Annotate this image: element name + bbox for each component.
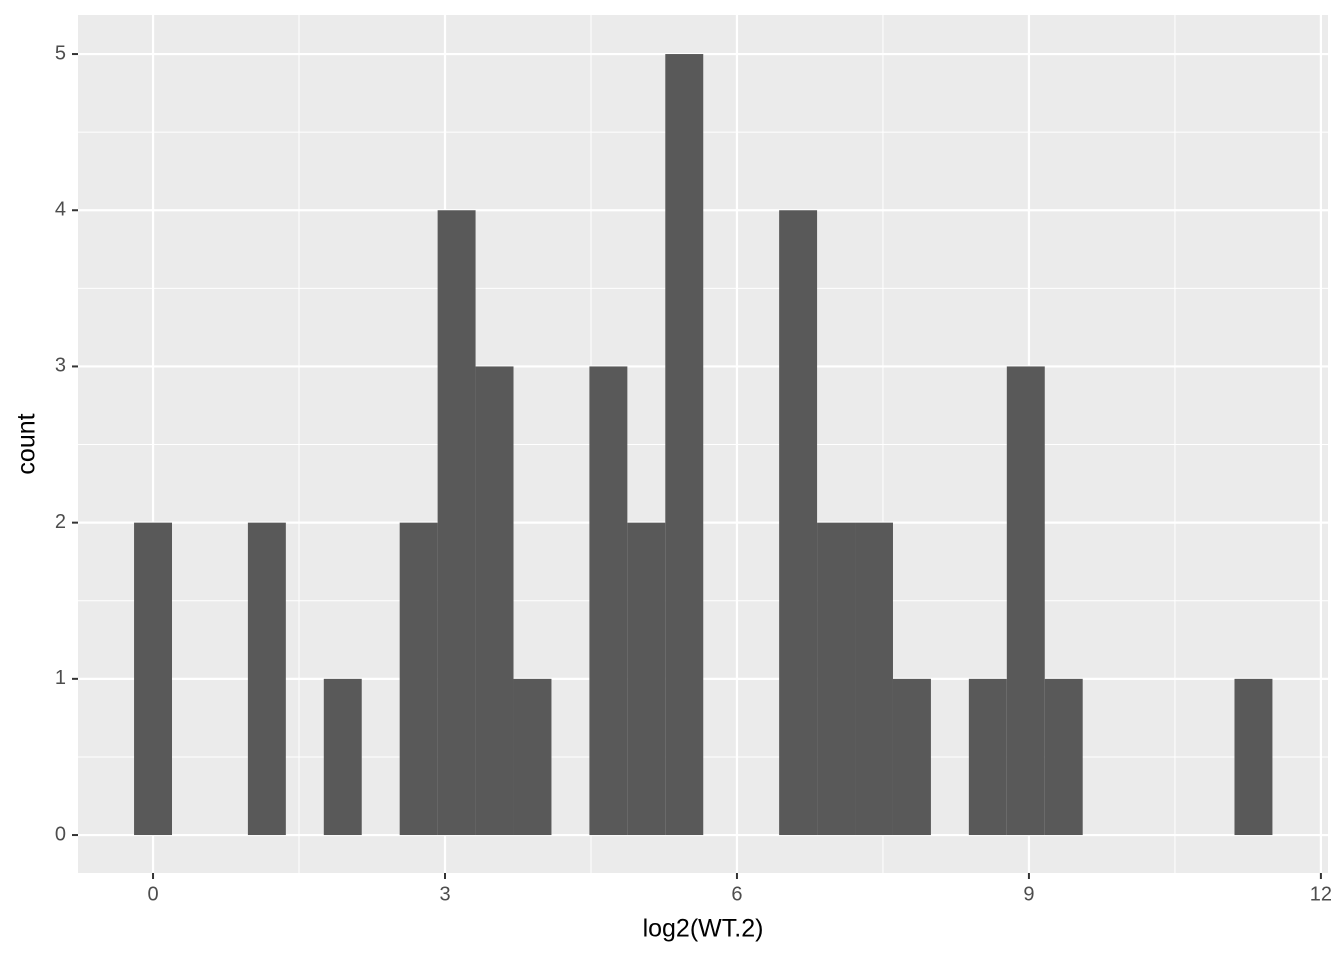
bar (134, 522, 173, 836)
bar (247, 522, 286, 836)
bar (399, 522, 438, 836)
y-tick-label: 2 (55, 511, 66, 533)
bar (475, 366, 514, 836)
bar (892, 678, 931, 836)
y-tick-label: 3 (55, 355, 66, 377)
bar (1044, 678, 1083, 836)
y-tick-label: 4 (55, 199, 66, 221)
x-tick-label: 3 (439, 883, 450, 905)
bar (627, 522, 666, 836)
bar (817, 522, 856, 836)
bar (1234, 678, 1273, 836)
bar (589, 366, 628, 836)
bar (855, 522, 893, 836)
x-tick-label: 6 (731, 883, 742, 905)
bar (513, 678, 552, 836)
bar (1006, 366, 1045, 836)
y-tick-label: 1 (55, 667, 66, 689)
x-tick-label: 0 (147, 883, 158, 905)
bar (665, 54, 704, 836)
bar (437, 210, 476, 836)
x-tick-label: 12 (1310, 883, 1332, 905)
x-axis-title: log2(WT.2) (643, 915, 764, 943)
y-tick-label: 5 (55, 42, 66, 64)
bar (323, 678, 362, 836)
y-tick-label: 0 (55, 823, 66, 845)
y-axis-title: count (13, 413, 41, 474)
bar (779, 210, 818, 836)
x-tick-label: 9 (1023, 883, 1034, 905)
bar (968, 678, 1007, 836)
